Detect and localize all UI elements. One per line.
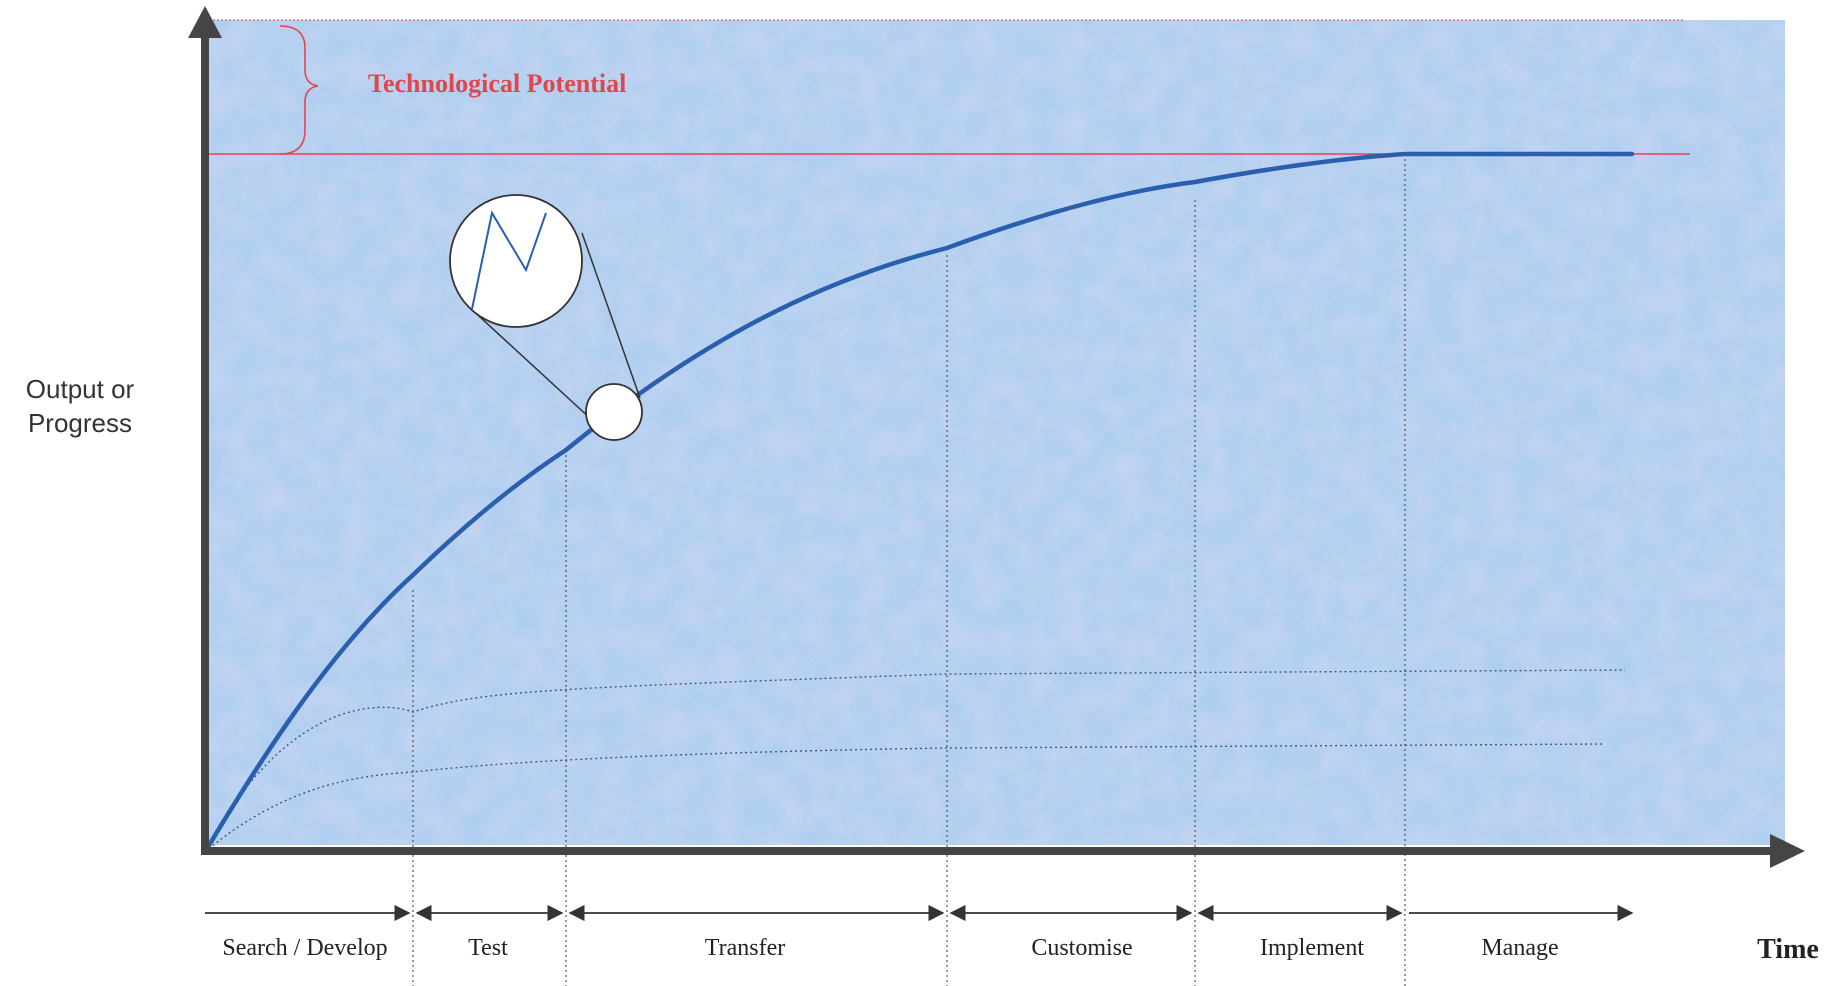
x-axis-arrowhead <box>1770 834 1805 868</box>
magnifier-callout <box>449 194 643 441</box>
main-progress-curve <box>202 151 1635 855</box>
magnifier-small-circle <box>585 383 643 441</box>
magnifier-connector-right <box>581 232 641 399</box>
y-axis-label: Output or Progress <box>26 374 135 438</box>
y-axis-label-line2: Progress <box>28 408 132 438</box>
sub-curve-lower <box>204 743 1606 853</box>
x-axis-label: Time <box>1757 934 1819 965</box>
phase-label-test: Test <box>468 935 508 961</box>
potential-label: Technological Potential <box>368 69 626 98</box>
potential-brace <box>279 25 319 155</box>
phase-label-customise: Customise <box>1031 935 1132 961</box>
magnifier-connector-left <box>467 305 593 421</box>
sub-curve-upper <box>204 669 1626 853</box>
y-axis-arrowhead <box>188 6 222 38</box>
magnifier-circle-icon <box>449 194 583 328</box>
phase-label-search-develop: Search / Develop <box>222 935 387 961</box>
axes <box>188 6 1805 868</box>
phase-label-implement: Implement <box>1260 935 1364 961</box>
plot-background <box>205 20 1785 845</box>
sub-curves <box>204 669 1626 853</box>
y-axis-label-line1: Output or <box>26 374 135 404</box>
phase-label-transfer: Transfer <box>705 935 785 961</box>
phase-labels: Search / Develop Test Transfer Customise… <box>222 935 1558 961</box>
phase-label-manage: Manage <box>1481 935 1558 961</box>
